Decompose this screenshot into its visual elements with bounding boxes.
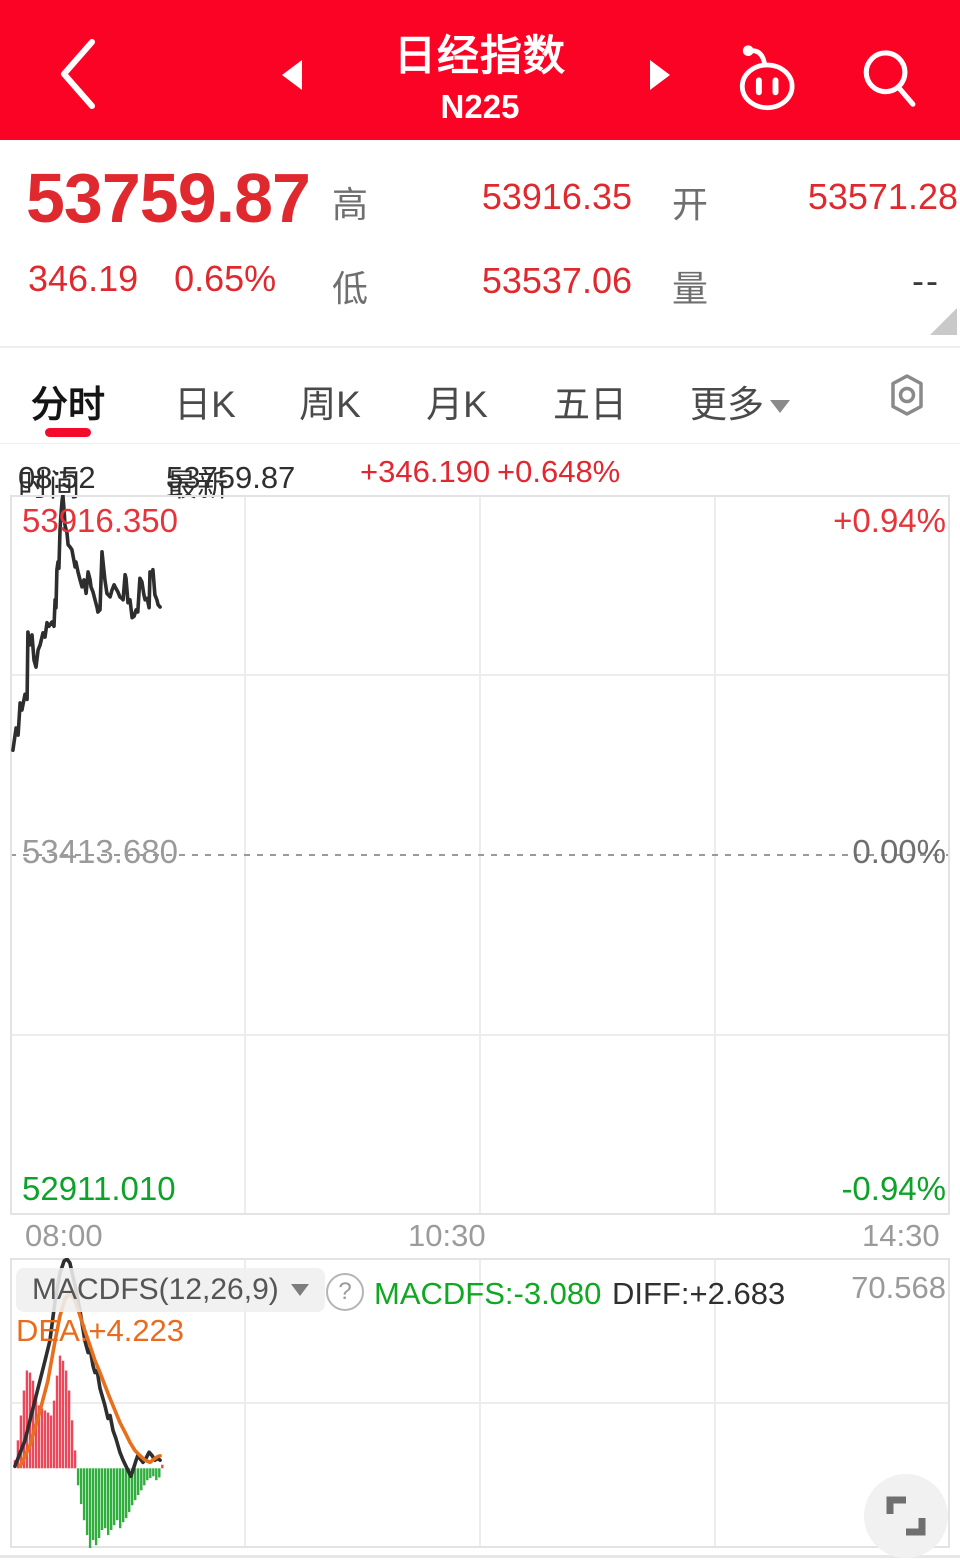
expand-quote-grip-icon[interactable] xyxy=(930,308,957,335)
chart-min-label: 52911.010 xyxy=(22,1170,176,1207)
high-label: 高 xyxy=(332,184,369,225)
tab-more-label: 更多 xyxy=(690,384,764,425)
indicator-help-button[interactable]: ? xyxy=(326,1273,364,1311)
macd-chart-canvas xyxy=(10,1257,950,1549)
intraday-info-bar: 时间 08:52 最新 53759.87 +346.190 +0.648% xyxy=(18,454,621,503)
diff-value: DIFF:+2.683 xyxy=(612,1276,786,1311)
x-tick-1430: 14:30 xyxy=(862,1218,940,1253)
tab-daily-k[interactable]: 日K xyxy=(174,384,236,425)
chart-settings-button[interactable] xyxy=(884,372,930,418)
back-button[interactable] xyxy=(52,36,108,112)
price-change-row: 346.19 0.65% xyxy=(28,258,276,300)
x-tick-1030: 10:30 xyxy=(408,1218,486,1253)
indicator-selector[interactable]: MACDFS(12,26,9) xyxy=(16,1268,325,1312)
open-label: 开 xyxy=(672,184,709,225)
prev-stock-icon[interactable] xyxy=(282,60,302,90)
dea-value: DEA:+4.223 xyxy=(16,1313,185,1348)
gear-icon xyxy=(891,374,923,416)
robot-icon xyxy=(739,45,795,111)
latest-change-pct: +0.648% xyxy=(497,454,621,489)
page-title: 日经指数 xyxy=(393,32,566,79)
x-tick-0800: 08:00 xyxy=(25,1218,103,1253)
volume-value: -- xyxy=(912,260,940,301)
price-change: 346.19 xyxy=(28,258,139,299)
next-stock-icon[interactable] xyxy=(650,60,670,90)
low-label: 低 xyxy=(332,268,369,309)
chart-mid-label: 53413.680 xyxy=(22,833,178,870)
tab-five-day[interactable]: 五日 xyxy=(553,384,627,425)
period-tabs: 分时 日K 周K 月K 五日 更多 xyxy=(0,348,960,442)
active-tab-indicator xyxy=(45,428,91,437)
macd-chart[interactable] xyxy=(10,1257,950,1549)
robot-assistant-button[interactable] xyxy=(728,40,804,116)
tab-more[interactable]: 更多 xyxy=(690,374,790,428)
fullscreen-button[interactable] xyxy=(864,1474,948,1558)
indicator-selector-label: MACDFS(12,26,9) xyxy=(32,1273,279,1306)
chart-min-pct: -0.94% xyxy=(841,1170,946,1207)
high-value: 53916.35 xyxy=(481,176,632,217)
tab-weekly-k[interactable]: 周K xyxy=(299,384,361,425)
macd-scale-max: 70.568 xyxy=(851,1270,946,1305)
app-header: 日经指数 N225 xyxy=(0,0,960,140)
low-value: 53537.06 xyxy=(481,260,632,301)
macdfs-value: MACDFS:-3.080 xyxy=(374,1276,602,1311)
time-axis: 08:00 10:30 14:30 xyxy=(0,1218,960,1258)
quote-panel: 53759.87 346.19 0.65% 高 53916.35 开 53571.… xyxy=(0,140,960,346)
chart-max-label: 53916.350 xyxy=(22,502,178,539)
volume-label: 量 xyxy=(672,268,709,309)
chevron-down-icon xyxy=(770,400,790,413)
back-chevron-icon xyxy=(61,39,95,109)
price-change-pct: 0.65% xyxy=(174,258,277,299)
last-price: 53759.87 xyxy=(26,159,311,237)
intraday-chart[interactable] xyxy=(10,493,950,1215)
divider xyxy=(0,443,960,444)
divider xyxy=(0,346,960,348)
fullscreen-icon xyxy=(886,1496,926,1536)
search-icon xyxy=(863,50,916,107)
chart-mid-pct: 0.00% xyxy=(852,833,946,870)
chart-max-pct: +0.94% xyxy=(833,502,946,539)
intraday-chart-canvas xyxy=(10,493,950,1215)
tab-monthly-k[interactable]: 月K xyxy=(426,384,488,425)
divider xyxy=(0,1555,960,1558)
search-button[interactable] xyxy=(856,40,922,116)
stock-code: N225 xyxy=(440,88,520,125)
tab-minute[interactable]: 分时 xyxy=(31,384,105,425)
chevron-down-icon xyxy=(290,1284,309,1296)
latest-change: +346.190 xyxy=(360,454,491,489)
open-value: 53571.28 xyxy=(807,176,958,217)
